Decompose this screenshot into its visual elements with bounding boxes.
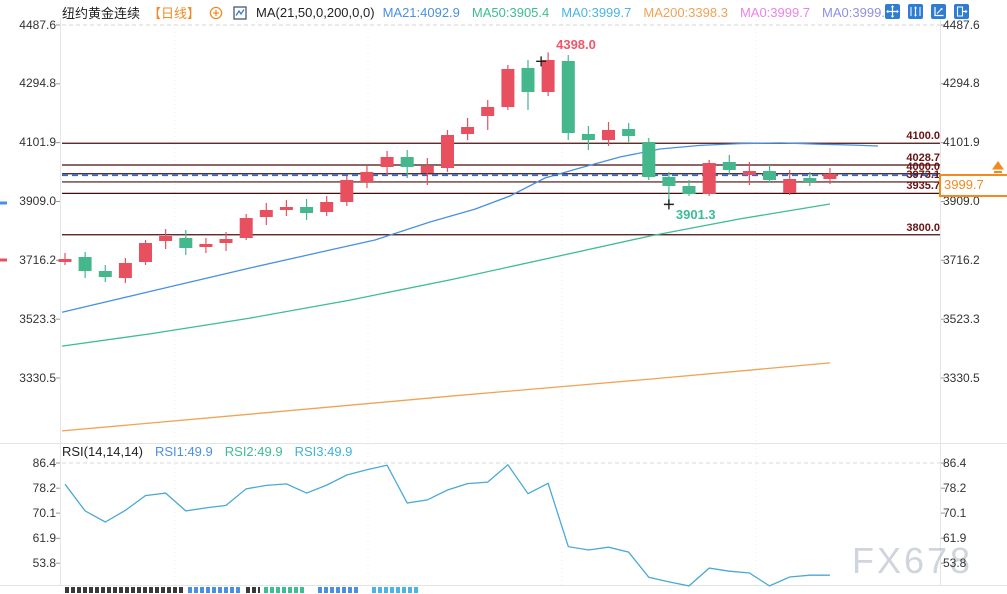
rsi-value-chip: RSI2:49.9 bbox=[224, 444, 283, 459]
ma-value-chip: MA200:3398.3 bbox=[643, 5, 728, 20]
main-axis-tick: 3330.5 bbox=[943, 370, 980, 385]
current-price-value: 3999.7 bbox=[944, 177, 984, 192]
main-axis-tick: 3523.3 bbox=[943, 311, 980, 326]
rsi-line bbox=[64, 463, 830, 587]
ma-value-chip: MA0:3999. bbox=[822, 5, 885, 20]
clipped-text-fragment bbox=[318, 587, 360, 593]
rsi-values: RSI1:49.9 RSI2:49.9 RSI3:49.9 bbox=[155, 444, 352, 459]
rsi-axis-tick: 53.8 bbox=[943, 555, 967, 570]
rsi-axis-tick: 53.8 bbox=[32, 555, 56, 570]
clipped-text-fragment bbox=[188, 587, 240, 593]
ma-value-chip: MA0:3999.7 bbox=[561, 5, 632, 20]
rsi-value-chip: RSI3:49.9 bbox=[294, 444, 353, 459]
clipped-text-fragment bbox=[372, 587, 420, 593]
rsi-axis-tick: 70.1 bbox=[943, 505, 967, 520]
low-price-annotation: 3901.3 bbox=[675, 206, 716, 222]
clipped-text-fragment bbox=[65, 587, 183, 593]
MA200-line bbox=[61, 362, 831, 432]
rsi-axis-tick: 61.9 bbox=[943, 530, 967, 545]
exit-icon[interactable] bbox=[953, 3, 969, 19]
main-axis-tick: 3523.3 bbox=[19, 311, 56, 326]
main-axis-tick: 3909.0 bbox=[19, 194, 56, 208]
MA21-line bbox=[61, 142, 879, 313]
main-axis-tick: 4101.9 bbox=[19, 135, 56, 150]
add-indicator-icon[interactable] bbox=[208, 5, 224, 21]
rsi-axis-tick: 70.1 bbox=[32, 505, 56, 520]
watermark: FX678 bbox=[852, 540, 974, 581]
rsi-axis-tick: 78.2 bbox=[943, 480, 967, 495]
main-axis-tick: 4294.8 bbox=[943, 76, 980, 91]
symbol-name: 纽约黄金连续 bbox=[62, 6, 141, 21]
price-line-label: 4100.0 bbox=[906, 130, 940, 143]
rsi-params-label: RSI(14,14,14) bbox=[62, 444, 143, 459]
main-axis-tick: 4487.6 bbox=[943, 17, 980, 32]
price-line-label: 3973.1 bbox=[906, 168, 940, 181]
chart-toolbar bbox=[884, 3, 969, 19]
MA50-line bbox=[61, 203, 831, 347]
pan-icon[interactable] bbox=[884, 3, 900, 19]
rsi-value-chip: RSI1:49.9 bbox=[154, 444, 213, 459]
ma-values: MA21:4092.9 MA50:3905.4 MA0:3999.7 MA200:33… bbox=[383, 5, 885, 20]
fit-scale-icon[interactable] bbox=[930, 3, 946, 19]
main-axis-tick: 3330.5 bbox=[19, 370, 56, 385]
ma-settings-label: MA(21,50,0,200,0,0) bbox=[256, 5, 375, 20]
rsi-header: RSI(14,14,14) RSI1:49.9 RSI2:49.9 RSI3:49.… bbox=[62, 444, 352, 459]
rsi-axis-tick: 61.9 bbox=[32, 530, 56, 545]
main-axis-tick: 4101.9 bbox=[943, 135, 980, 150]
rsi-axis-tick: 86.4 bbox=[32, 455, 56, 470]
main-axis-tick: 3909.0 bbox=[943, 194, 980, 208]
clipped-text-fragment bbox=[264, 587, 304, 593]
rsi-axis-tick: 78.2 bbox=[32, 480, 56, 495]
main-axis-tick: 3716.2 bbox=[19, 252, 56, 267]
price-line-label: 3935.7 bbox=[906, 180, 940, 193]
current-price-box: 3999.7 bbox=[939, 174, 1007, 197]
rsi-axis-tick: 86.4 bbox=[943, 455, 967, 470]
ma-value-chip: MA21:4092.9 bbox=[382, 5, 460, 20]
price-line-label: 4028.7 bbox=[906, 151, 940, 164]
main-axis-tick: 4294.8 bbox=[19, 76, 56, 91]
price-line-label: 3800.0 bbox=[906, 221, 940, 234]
clipped-indicator-row bbox=[0, 586, 1007, 594]
chart-type-icon[interactable] bbox=[232, 5, 248, 21]
high-price-annotation: 4398.0 bbox=[556, 37, 596, 53]
ma-value-chip: MA50:3905.4 bbox=[471, 5, 550, 20]
fit-vertical-icon[interactable] bbox=[907, 3, 923, 19]
period-label[interactable]: 【日线】 bbox=[148, 6, 201, 21]
chart-header: 纽约黄金连续 【日线】 MA(21,50,0,200,0,0) MA21:409… bbox=[62, 3, 885, 22]
main-axis-tick: 3716.2 bbox=[943, 252, 980, 267]
price-line-label: 4000.0 bbox=[906, 160, 940, 173]
main-axis-tick: 4487.6 bbox=[19, 17, 56, 32]
ma-value-chip: MA0:3999.7 bbox=[739, 5, 811, 20]
clipped-text-fragment bbox=[246, 587, 260, 593]
